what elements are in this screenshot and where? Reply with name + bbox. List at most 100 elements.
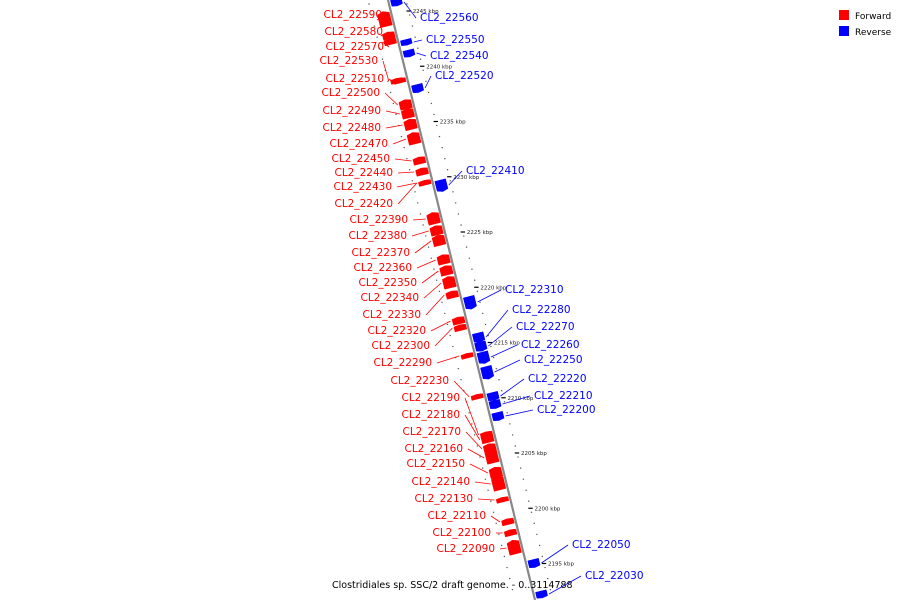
gene-leader-line xyxy=(430,320,451,332)
track-dot xyxy=(425,235,427,237)
track-dot xyxy=(427,91,430,94)
gene-arrow xyxy=(488,398,502,409)
track-dot xyxy=(519,467,522,469)
track-dot xyxy=(400,135,403,138)
track-dot xyxy=(419,213,422,215)
track-dot xyxy=(433,113,435,116)
track-dot xyxy=(538,544,541,547)
kbp-tick-label: 2235 kbp xyxy=(440,120,466,126)
gene-leader-line xyxy=(467,448,485,459)
gene-leader-line xyxy=(397,182,418,205)
gene-label: CL2_22540 xyxy=(430,50,489,62)
gene-label: CL2_22450 xyxy=(331,153,390,165)
track-dot xyxy=(514,445,516,447)
legend-forward-swatch xyxy=(839,10,849,20)
gene-label: CL2_22290 xyxy=(373,357,432,369)
track-dot xyxy=(522,478,525,480)
gene-label: CL2_22200 xyxy=(537,404,596,416)
track-dot xyxy=(473,279,476,281)
label-leader-lines xyxy=(376,1,582,595)
kbp-tick-label: 2200 kbp xyxy=(535,506,561,512)
gene-arrow xyxy=(398,99,413,111)
gene-leader-line xyxy=(385,124,403,129)
track-dot xyxy=(444,312,446,315)
track-dot xyxy=(471,268,473,270)
gene-leader-line xyxy=(488,326,513,347)
gene-leader-line xyxy=(385,110,400,115)
track-dot xyxy=(460,379,462,381)
track-dot xyxy=(528,500,530,502)
gene-leader-line xyxy=(464,397,479,436)
track-dot xyxy=(460,224,462,226)
gene-label: CL2_22150 xyxy=(406,458,465,470)
gene-leader-line xyxy=(453,380,470,398)
track-dot xyxy=(498,533,500,536)
track-dot xyxy=(427,246,430,248)
gene-leader-line xyxy=(436,355,460,364)
gene-arrow xyxy=(470,393,484,401)
gene-features xyxy=(377,0,548,599)
track-dot xyxy=(479,456,481,458)
gene-arrow xyxy=(436,254,451,266)
kbp-tick-label: 2240 kbp xyxy=(426,64,452,70)
track-dot xyxy=(463,235,465,237)
gene-arrow xyxy=(415,167,430,177)
track-dot xyxy=(406,158,408,160)
gene-leader-line xyxy=(477,289,502,303)
track-dot xyxy=(419,58,422,60)
track-dot xyxy=(476,290,479,292)
gene-leader-line xyxy=(548,575,582,595)
track-dot xyxy=(544,566,546,569)
track-dot xyxy=(381,58,384,60)
gene-arrow xyxy=(501,517,515,527)
gene-leader-line xyxy=(413,39,423,43)
gene-label: CL2_22350 xyxy=(358,277,417,289)
gene-leader-line xyxy=(494,359,521,373)
track-dot xyxy=(452,345,454,348)
gene-leader-line xyxy=(416,52,427,57)
gene-arrow xyxy=(474,340,488,352)
gene-arrow xyxy=(527,557,541,568)
gene-label: CL2_22500 xyxy=(321,87,380,99)
gene-leader-line xyxy=(396,182,417,188)
gene-label: CL2_22140 xyxy=(411,476,470,488)
track-dot xyxy=(471,423,473,425)
track-dot xyxy=(368,3,370,5)
gene-leader-line xyxy=(474,481,491,485)
track-dot xyxy=(406,3,408,5)
gene-leader-line xyxy=(500,378,525,397)
gene-leader-line xyxy=(541,544,569,564)
gene-arrow xyxy=(406,132,422,146)
gene-leader-line xyxy=(412,218,426,221)
track-dot xyxy=(495,522,497,525)
gene-leader-line xyxy=(380,31,389,37)
gene-arrow xyxy=(453,323,468,333)
gene-label: CL2_22580 xyxy=(324,26,383,38)
gene-label: CL2_22190 xyxy=(401,392,460,404)
gene-leader-line xyxy=(485,309,509,338)
gene-arrow xyxy=(431,234,447,248)
gene-label: CL2_22330 xyxy=(362,309,421,321)
track-dot xyxy=(482,312,484,315)
track-dot xyxy=(490,500,492,502)
gene-leader-line xyxy=(434,327,453,347)
gene-leader-line xyxy=(424,75,432,89)
kbp-tick-label: 2215 kbp xyxy=(494,341,520,347)
gene-label: CL2_22160 xyxy=(404,443,463,455)
track-dot xyxy=(509,577,511,580)
track-dot xyxy=(395,113,397,116)
gene-leader-line xyxy=(502,395,531,405)
track-dot xyxy=(446,169,449,171)
track-dot xyxy=(408,169,411,171)
track-dot xyxy=(376,36,378,38)
gene-leader-line xyxy=(384,92,398,106)
gene-label: CL2_22050 xyxy=(572,539,631,551)
gene-leader-line xyxy=(499,547,507,550)
track-dot xyxy=(511,434,514,436)
track-dot xyxy=(438,290,441,292)
track-dot xyxy=(392,102,395,105)
gene-arrow xyxy=(383,37,398,47)
gene-leader-line xyxy=(490,515,501,523)
track-dot xyxy=(479,301,481,304)
